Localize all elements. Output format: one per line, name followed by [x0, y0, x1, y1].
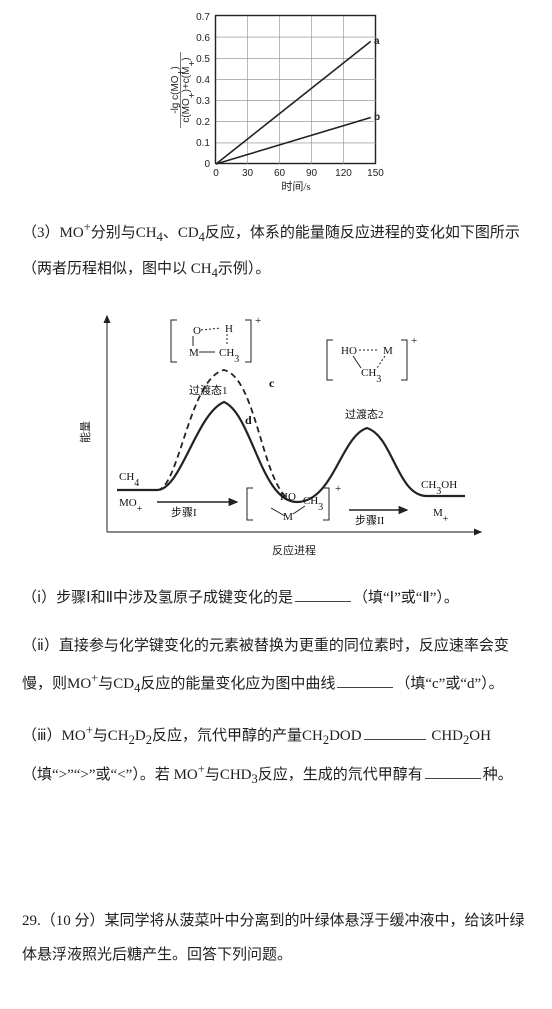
- intermediate-box: HO M CH3 +: [247, 483, 341, 523]
- svg-text:120: 120: [335, 168, 352, 179]
- svg-text:c(MO+)+c(M+): c(MO+)+c(M+): [181, 57, 198, 122]
- y-ticks: 0 0.1 0.2 0.3 0.4 0.5 0.6 0.7: [196, 12, 210, 170]
- svg-text:M: M: [189, 347, 199, 359]
- svg-text:+: +: [335, 483, 341, 495]
- label-d: d: [245, 413, 252, 427]
- y-axis-label: -lg c(MO+) c(MO+)+c(M+): [170, 52, 198, 128]
- x-axis-label-2: 反应进程: [272, 543, 316, 557]
- svg-text:30: 30: [242, 168, 254, 179]
- svg-text:0: 0: [213, 168, 219, 179]
- x-ticks: 0 30 60 90 120 150: [213, 168, 384, 179]
- svg-text:60: 60: [274, 168, 286, 179]
- svg-text:0.2: 0.2: [196, 117, 210, 128]
- svg-text:HO: HO: [341, 345, 357, 357]
- svg-text:+: +: [255, 315, 261, 327]
- blank-i[interactable]: [295, 586, 351, 601]
- svg-text:O: O: [193, 325, 201, 337]
- blank-iii-a[interactable]: [364, 725, 426, 740]
- svg-text:0.3: 0.3: [196, 96, 210, 107]
- svg-text:90: 90: [306, 168, 318, 179]
- series-a-label: a: [374, 36, 380, 47]
- svg-text:CH3: CH3: [219, 347, 239, 365]
- ts1-label: 过渡态1: [189, 383, 228, 397]
- ts1-box: O H M CH3 +: [171, 315, 261, 365]
- energy-profile-chart: 反应进程 能量 c d 过渡态1 过渡态2 CH4 MO+ 步骤I 步骤II H…: [22, 302, 530, 567]
- product-ch3oh: CH3OH: [421, 479, 457, 497]
- svg-text:CH3: CH3: [303, 495, 323, 513]
- q3-iii: （ⅲ）MO+与CH2D2反应，氘代甲醇的产量CH2DOD CHD2OH（填“>”…: [22, 716, 530, 794]
- svg-text:0.4: 0.4: [196, 75, 210, 86]
- q3-i: （ⅰ）步骤Ⅰ和Ⅱ中涉及氢原子成键变化的是（填“Ⅰ”或“Ⅱ”）。: [22, 581, 530, 616]
- svg-text:0: 0: [204, 159, 210, 170]
- svg-text:M: M: [283, 511, 293, 523]
- svg-text:+: +: [411, 335, 417, 347]
- svg-text:CH3: CH3: [361, 367, 381, 385]
- q29: 29.（10 分）某同学将从菠菜叶中分离到的叶绿体悬浮于缓冲液中，给该叶绿体悬浮…: [22, 904, 530, 973]
- reactant-ch4: CH4: [119, 471, 139, 489]
- kinetics-chart: a b 0 30 60 90 120 150 0 0.1 0.2 0.3 0.4…: [22, 4, 530, 199]
- q3-ii: （ⅱ）直接参与化学键变化的元素被替换为更重的同位素时，反应速率会变慢，则MO+与…: [22, 629, 530, 702]
- svg-text:0.5: 0.5: [196, 54, 210, 65]
- svg-text:0.1: 0.1: [196, 138, 210, 149]
- label-c: c: [269, 376, 275, 390]
- svg-text:HO: HO: [280, 491, 296, 503]
- ts2-box: HO M CH3 +: [327, 335, 417, 385]
- blank-ii[interactable]: [337, 672, 393, 687]
- svg-text:0.7: 0.7: [196, 12, 210, 23]
- ts2-label: 过渡态2: [345, 407, 384, 421]
- svg-text:M: M: [383, 345, 393, 357]
- svg-text:H: H: [225, 323, 233, 335]
- step2-label: 步骤II: [355, 514, 385, 527]
- svg-text:0.6: 0.6: [196, 33, 210, 44]
- y-axis-label-2: 能量: [78, 421, 92, 443]
- step1-label: 步骤I: [171, 506, 197, 519]
- series-b-label: b: [374, 112, 380, 123]
- product-m: M+: [433, 507, 449, 525]
- blank-iii-b[interactable]: [425, 764, 481, 779]
- reactant-mo: MO+: [119, 497, 143, 515]
- svg-text:150: 150: [367, 168, 384, 179]
- q3-intro: （3）MO+分别与CH4、CD4反应，体系的能量随反应进程的变化如下图所示（两者…: [22, 213, 530, 288]
- x-axis-label: 时间/s: [281, 180, 310, 193]
